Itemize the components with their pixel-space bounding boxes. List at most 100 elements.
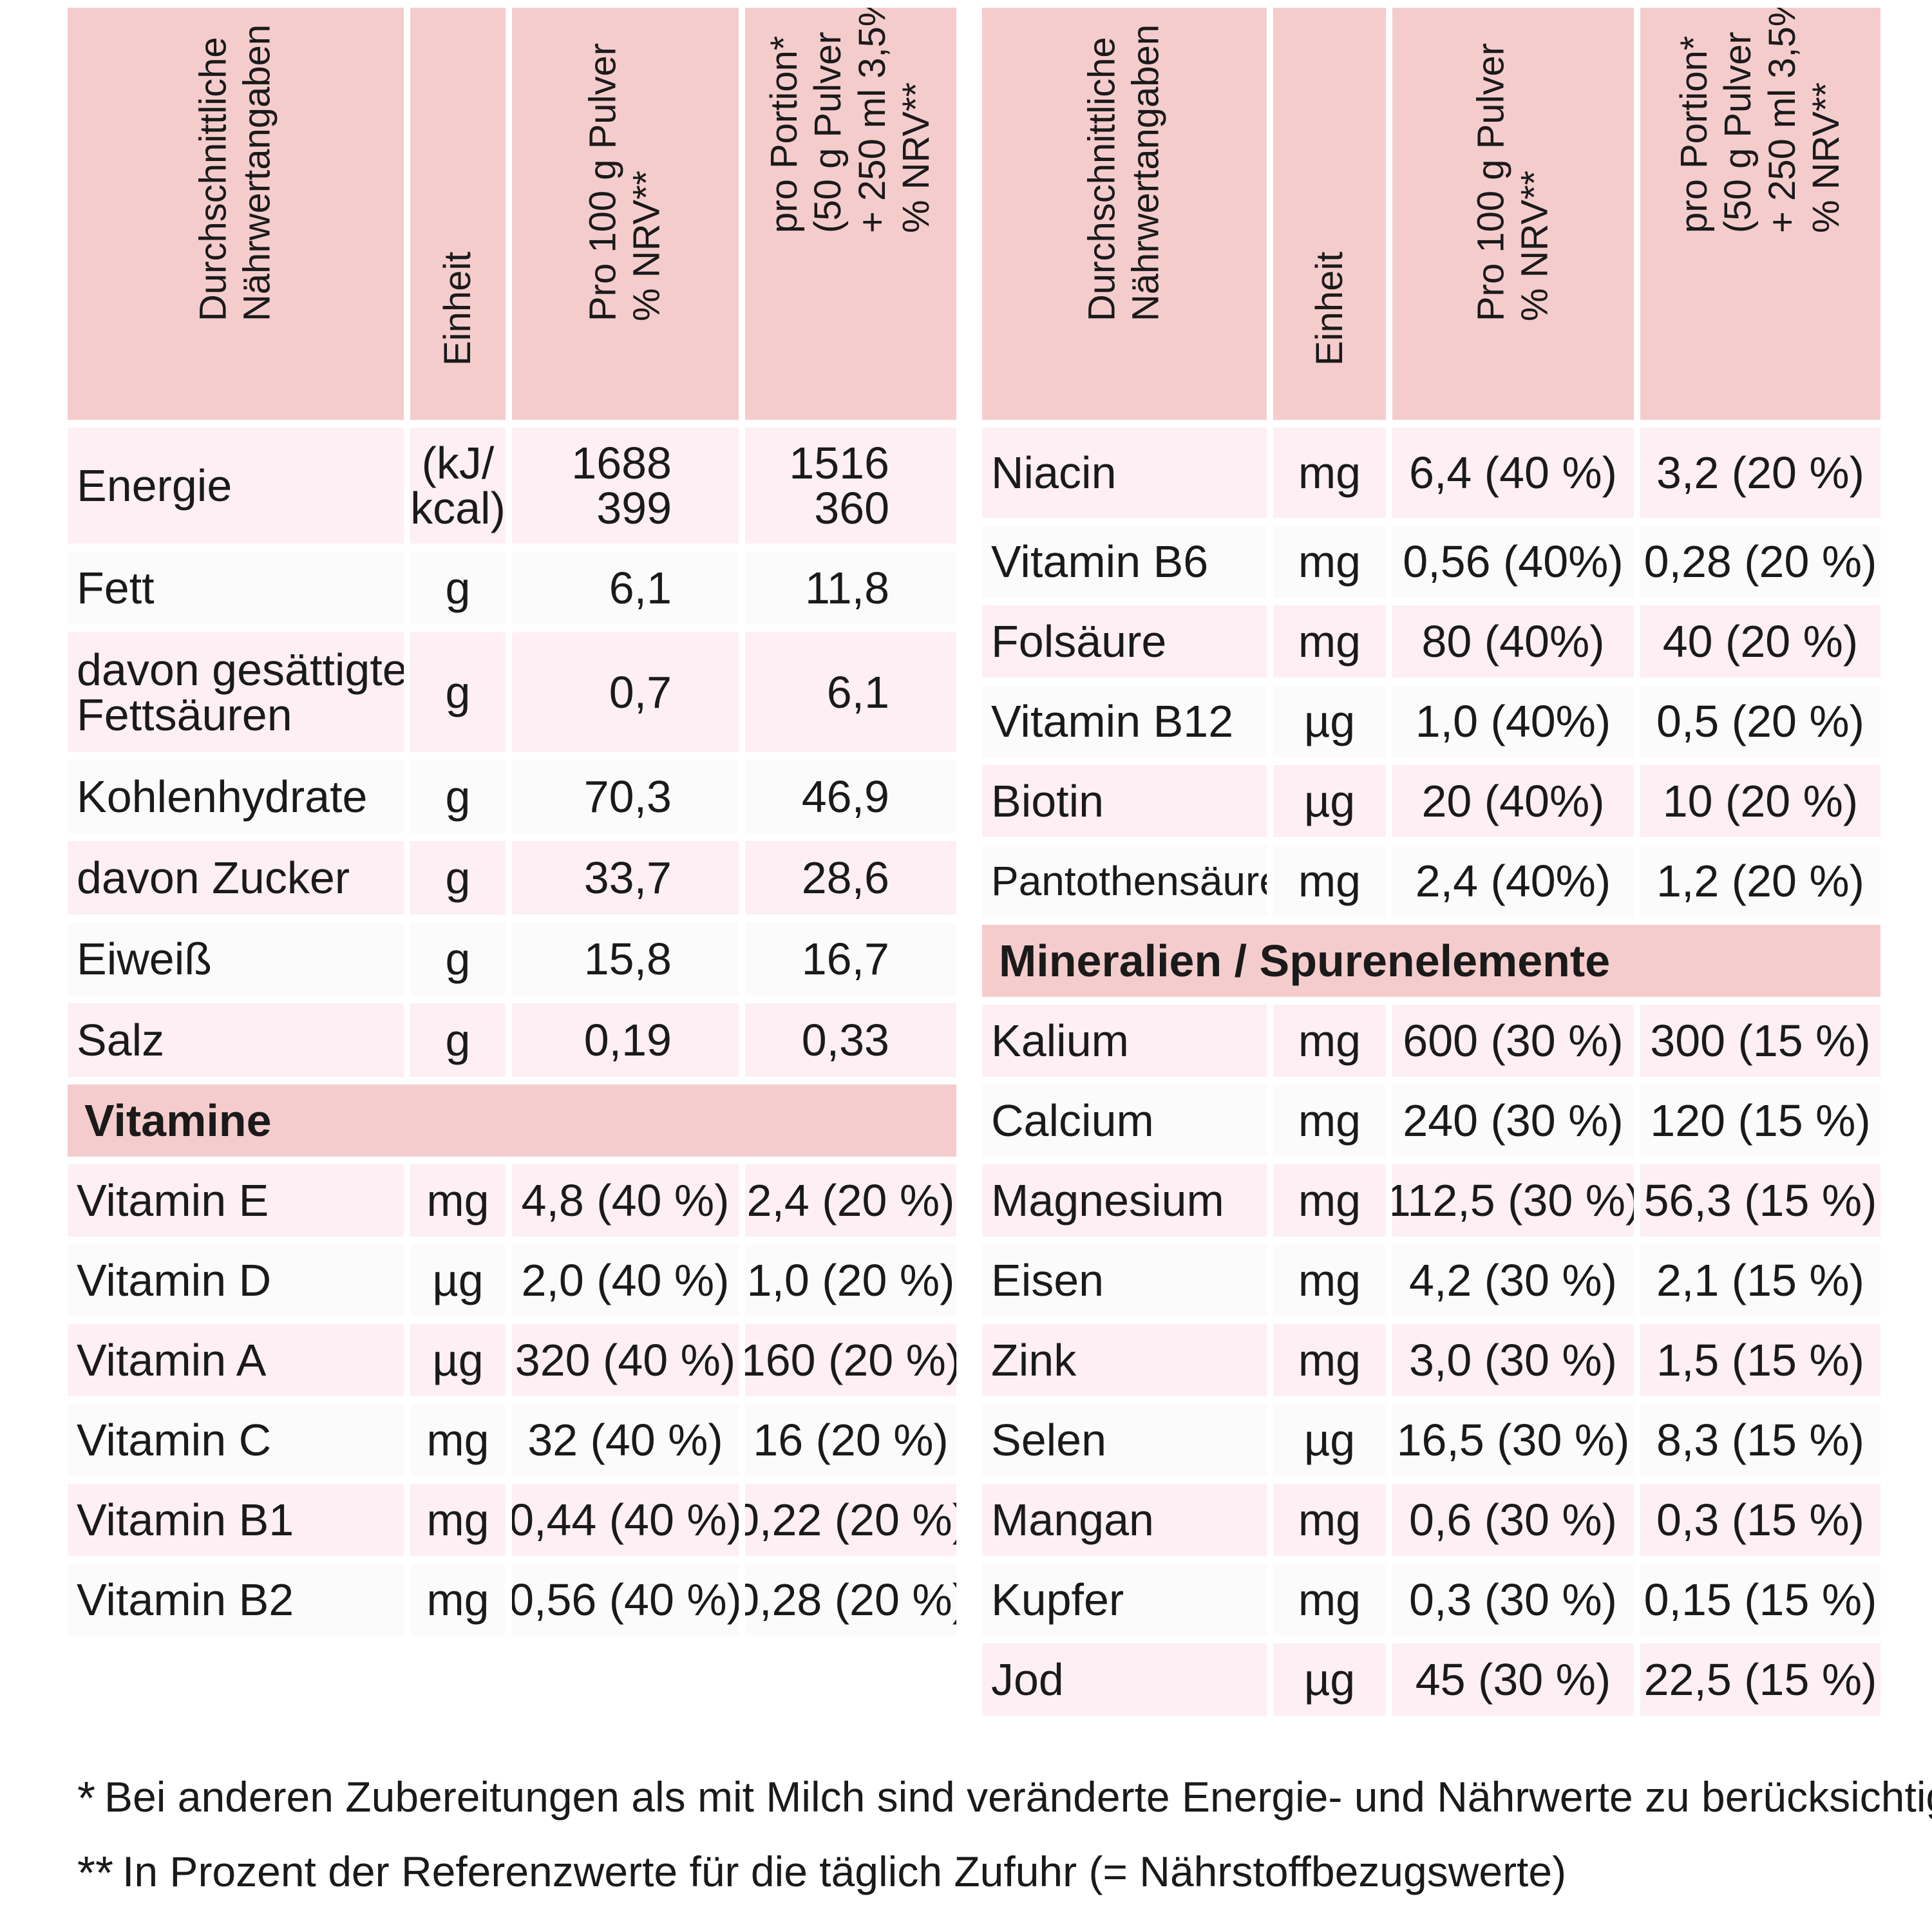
row-unit: mg [1273,1005,1386,1077]
row-per-100g: 16,5 (30 %) [1392,1404,1634,1476]
header-per-100g: Pro 100 g Pulver% NRV** [1392,8,1634,420]
row-unit: mg [1273,526,1386,598]
row-unit: mg [1273,1564,1386,1636]
header-per-portion-line: + 250 ml 3,5% Milch) [851,8,893,234]
row-name: Vitamin E [68,1164,404,1236]
row-unit: µg [1273,1643,1386,1716]
row-per-100g: 0,56 (40 %) [512,1564,739,1636]
header-description-line: Nährwertangaben [1125,24,1167,322]
header-description-line: Durchschnittliche [1081,37,1123,322]
row-unit: µg [410,1324,506,1396]
row-name: Eisen [982,1244,1267,1316]
row-per-portion: 0,22 (20 %) [745,1484,956,1556]
header-per-portion-line: pro Portion* [763,35,806,234]
row-per-100g: 0,6 (30 %) [1392,1484,1634,1556]
row-per-100g: 0,3 (30 %) [1392,1564,1634,1636]
row-per-100g: 0,44 (40 %) [512,1484,739,1556]
row-name: Vitamin B6 [982,526,1267,598]
header-per-portion-line: % NRV** [895,82,938,234]
row-per-portion: 8,3 (15 %) [1640,1404,1880,1476]
row-per-portion: 3,2 (20 %) [1640,428,1880,518]
row-per-100g: 4,2 (30 %) [1392,1244,1634,1316]
row-per-portion: 160 (20 %) [745,1324,956,1396]
row-name: Biotin [982,765,1267,837]
row-unit: (kJ/kcal) [410,428,506,544]
footnote-2: ** In Prozent der Referenzwerte für die t… [77,1847,1566,1900]
row-name: Magnesium [982,1164,1267,1236]
row-name: davon gesättigte Fettsäuren [68,632,404,752]
row-per-100g: 0,19 [512,1003,739,1077]
footnote-2-text: In Prozent der Referenzwerte für die täg… [122,1848,1567,1895]
row-name: Vitamin C [68,1404,404,1476]
header-per-100g-line: Pro 100 g Pulver [582,43,624,322]
row-name: Vitamin A [68,1324,404,1396]
header-per-portion-line: (50 g Pulver [1717,32,1759,234]
row-per-portion: 1,0 (20 %) [745,1244,956,1316]
row-per-100g: 33,7 [512,841,739,914]
row-per-portion: 11,8 [745,551,956,625]
row-name: Pantothensäure [982,845,1267,917]
row-per-portion: 10 (20 %) [1640,765,1880,837]
row-per-100g: 240 (30 %) [1392,1084,1634,1157]
header-unit-line: Einheit [436,251,478,366]
header-per-portion-line: (50 g Pulver [807,32,849,234]
row-name: Jod [982,1643,1267,1716]
row-per-portion: 120 (15 %) [1640,1084,1880,1157]
row-per-portion: 1,2 (20 %) [1640,845,1880,917]
row-name: Zink [982,1324,1267,1396]
row-per-portion: 56,3 (15 %) [1640,1164,1880,1236]
header-per-100g: Pro 100 g Pulver% NRV** [512,8,739,420]
header-unit: Einheit [410,8,506,420]
row-unit: mg [1273,428,1386,518]
row-unit: mg [1273,1324,1386,1396]
section-heading: Mineralien / Spurenelemente [982,925,1880,997]
header-per-portion-line: pro Portion* [1672,35,1715,234]
row-name: Vitamin B1 [68,1484,404,1556]
row-per-100g: 15,8 [512,922,739,996]
header-per-portion-line: % NRV** [1804,82,1847,234]
row-name: Salz [68,1003,404,1077]
row-unit: mg [410,1564,506,1636]
row-per-100g: 45 (30 %) [1392,1643,1634,1716]
row-per-portion: 300 (15 %) [1640,1005,1880,1077]
header-per-portion: pro Portion* (50 g Pulver + 250 ml 3,5% Mi… [1640,8,1880,420]
row-per-portion-line: 1516 [789,438,889,488]
row-per-100g: 3,0 (30 %) [1392,1324,1634,1396]
row-name: Niacin [982,428,1267,518]
row-unit: µg [1273,685,1386,757]
header-description-line: Nährwertangaben [236,24,278,322]
header-unit: Einheit [1273,8,1386,420]
nutrition-table-right: Durchschnittliche Nährwertangaben Einheit P… [982,8,1880,1716]
row-name: Kupfer [982,1564,1267,1636]
row-unit: mg [1273,1484,1386,1556]
row-name-line: davon gesättigte [77,645,404,695]
row-name: Mangan [982,1484,1267,1556]
row-per-100g: 1,0 (40%) [1392,685,1634,757]
header-description: Durchschnittliche Nährwertangaben [68,8,404,420]
header-unit-text: Einheit [1307,251,1351,365]
row-unit-line: kcal) [410,483,506,533]
row-per-100g: 2,0 (40 %) [512,1244,739,1316]
header-description-line: Durchschnittliche [192,37,234,322]
row-unit: µg [410,1244,506,1316]
row-per-portion: 6,1 [745,632,956,752]
row-per-100g-line: 399 [596,483,672,533]
row-name: Vitamin D [68,1244,404,1316]
row-per-100g: 20 (40%) [1392,765,1634,837]
row-per-portion: 16 (20 %) [745,1404,956,1476]
row-unit: g [410,922,506,996]
row-name: Folsäure [982,605,1267,677]
row-unit: mg [1273,845,1386,917]
row-unit-line: (kJ/ [421,438,495,488]
row-per-portion: 0,28 (20 %) [745,1564,956,1636]
row-unit: mg [410,1164,506,1236]
header-per-100g-line: Pro 100 g Pulver [1470,43,1512,322]
row-per-100g: 4,8 (40 %) [512,1164,739,1236]
row-per-portion: 1,5 (15 %) [1640,1324,1880,1396]
header-per-100g-text: Pro 100 g Pulver% NRV** [1469,43,1557,321]
header-per-portion: pro Portion* (50 g Pulver + 250 ml 3,5% Mi… [745,8,956,420]
row-unit: mg [1273,1084,1386,1157]
row-name: Selen [982,1404,1267,1476]
header-per-100g-text: Pro 100 g Pulver% NRV** [582,43,670,321]
row-per-portion: 0,15 (15 %) [1640,1564,1880,1636]
